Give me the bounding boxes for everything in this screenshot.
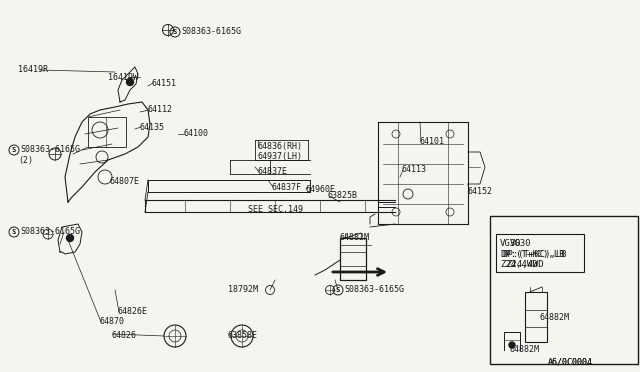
Text: 64807E: 64807E (110, 177, 140, 186)
Text: 64826: 64826 (112, 331, 137, 340)
Text: 64837E: 64837E (258, 167, 288, 176)
Text: 64836(RH): 64836(RH) (258, 142, 303, 151)
Text: 64152: 64152 (468, 187, 493, 196)
Bar (490, 216, 638, 364)
Text: A6/0C0004: A6/0C0004 (548, 357, 593, 366)
Text: S: S (12, 229, 16, 235)
Circle shape (67, 234, 74, 241)
Bar (88, 117, 126, 147)
Text: 64882M: 64882M (340, 232, 370, 241)
Text: 64135: 64135 (140, 122, 165, 131)
Text: 64882M: 64882M (510, 346, 540, 355)
Text: S08363-6165G: S08363-6165G (20, 228, 80, 237)
Bar (525, 292, 547, 342)
Circle shape (127, 78, 134, 86)
Text: 64112: 64112 (148, 106, 173, 115)
Text: DP:(T+KC),LB: DP:(T+KC),LB (502, 250, 566, 259)
Circle shape (509, 342, 515, 348)
Text: VG30: VG30 (510, 240, 531, 248)
Text: S08363-6165G: S08363-6165G (181, 28, 241, 36)
Text: 63825B: 63825B (328, 192, 358, 201)
Text: 64960E: 64960E (305, 185, 335, 193)
Text: 16419W: 16419W (108, 73, 138, 81)
Text: 64113: 64113 (402, 166, 427, 174)
Text: S: S (12, 147, 16, 153)
Text: VG30: VG30 (500, 240, 522, 248)
Text: 64100: 64100 (183, 129, 208, 138)
Text: S08363-6165G: S08363-6165G (344, 285, 404, 295)
Text: 63858E: 63858E (228, 331, 258, 340)
Text: A6/0C0004: A6/0C0004 (548, 357, 593, 366)
Text: 64101: 64101 (420, 138, 445, 147)
Text: Z24,4WD: Z24,4WD (506, 260, 543, 269)
Text: S08363-6165G: S08363-6165G (20, 145, 80, 154)
Text: 64837F: 64837F (272, 183, 302, 192)
Text: SEE SEC.149: SEE SEC.149 (248, 205, 303, 215)
Text: 16419R: 16419R (18, 65, 48, 74)
Text: Z24,4WD: Z24,4WD (500, 260, 538, 269)
Text: DP:(T+KC),LB: DP:(T+KC),LB (500, 250, 564, 259)
Text: S: S (336, 287, 340, 293)
Text: 64882M: 64882M (540, 312, 570, 321)
Text: 64151: 64151 (152, 78, 177, 87)
Text: (2): (2) (18, 155, 33, 164)
Text: 64870: 64870 (100, 317, 125, 327)
Text: 64826E: 64826E (118, 308, 148, 317)
Text: 18792M: 18792M (228, 285, 258, 295)
Bar (340, 238, 366, 280)
Bar (496, 234, 584, 272)
Text: S: S (173, 29, 177, 35)
Text: 64937(LH): 64937(LH) (258, 153, 303, 161)
